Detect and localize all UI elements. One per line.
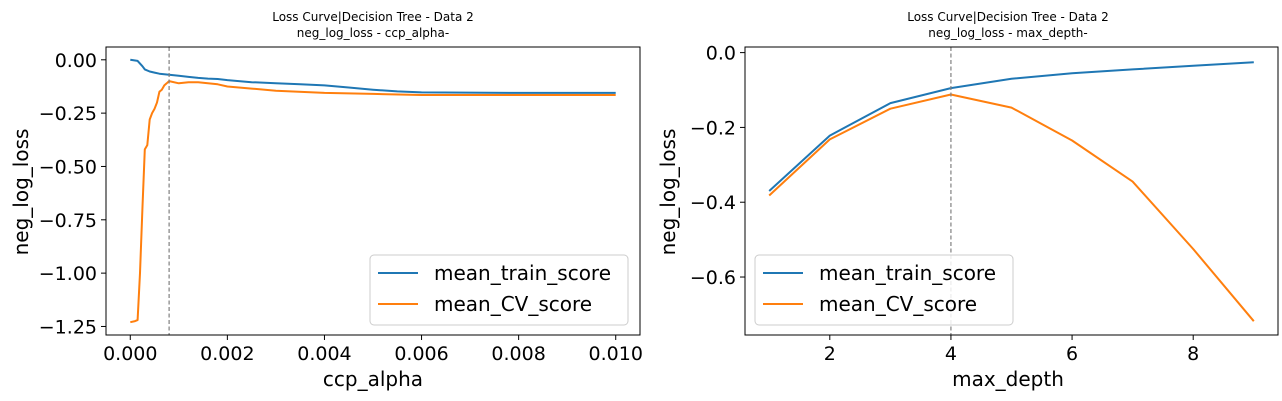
x-tick-label: 4 [945, 343, 957, 365]
plot-area: 2 4 6 80.0−0.2−0.4−0.6 mean_train_scoremean_… [690, 43, 1279, 365]
x-tick-label: 6 [1066, 343, 1078, 365]
series-line-mean-train-score [130, 58, 616, 94]
y-tick-label: −0.2 [690, 117, 736, 139]
legend-label: mean_train_score [819, 261, 996, 285]
x-axis-label: max_depth [952, 367, 1064, 391]
chart-ccp-alpha: Loss Curve|Decision Tree - Data 2 neg_lo… [9, 10, 643, 391]
x-tick-label: 0.002 [200, 343, 254, 365]
series-line-mean-train-score [768, 61, 1254, 192]
axes-frame [744, 46, 1279, 336]
series-line-mean-CV-score [130, 80, 616, 324]
y-axis-label: neg_log_loss [9, 129, 33, 256]
chart-max-depth: Loss Curve|Decision Tree - Data 2 neg_lo… [656, 10, 1279, 391]
x-tick-label: 0.006 [394, 343, 448, 365]
axes-frame [105, 46, 641, 336]
y-axis-label: neg_log_loss [656, 129, 680, 256]
y-tick-label: 0.00 [55, 50, 97, 72]
x-tick-label: 2 [824, 343, 836, 365]
y-tick-label: −0.6 [690, 267, 736, 289]
chart-title-line2: neg_log_loss - ccp_alpha- [297, 26, 449, 40]
series-line-mean-CV-score [768, 93, 1255, 322]
legend-box [754, 254, 1014, 326]
x-tick-label: 0.008 [491, 343, 545, 365]
chart-title-line1: Loss Curve|Decision Tree - Data 2 [272, 10, 474, 24]
y-tick-label: −1.00 [39, 263, 97, 285]
legend: mean_train_score mean_CV_score [369, 254, 629, 326]
chart-title-line1: Loss Curve|Decision Tree - Data 2 [907, 10, 1109, 24]
y-tick-label: −0.75 [39, 210, 97, 232]
y-tick-label: −1.25 [39, 316, 97, 338]
y-tick-label: 0.0 [706, 43, 736, 65]
legend-box [369, 254, 629, 326]
legend-label: mean_CV_score [434, 292, 592, 316]
y-tick-label: −0.4 [690, 192, 736, 214]
x-tick-label: 8 [1187, 343, 1199, 365]
y-tick-label: −0.25 [39, 103, 97, 125]
x-axis-label: ccp_alpha [323, 367, 423, 391]
legend-label: mean_train_score [434, 261, 611, 285]
chart-title-line2: neg_log_loss - max_depth- [928, 26, 1087, 40]
x-tick-label: 0.004 [297, 343, 351, 365]
x-tick-label: 0.010 [589, 343, 643, 365]
x-tick-label: 0.000 [103, 343, 157, 365]
y-tick-label: −0.50 [39, 156, 97, 178]
legend: mean_train_score mean_CV_score [754, 254, 1014, 326]
legend-label: mean_CV_score [819, 292, 977, 316]
plot-area: 0.000 0.002 0.004 0.006 0.008 0.010 0.00 −0.25 −… [39, 46, 643, 365]
